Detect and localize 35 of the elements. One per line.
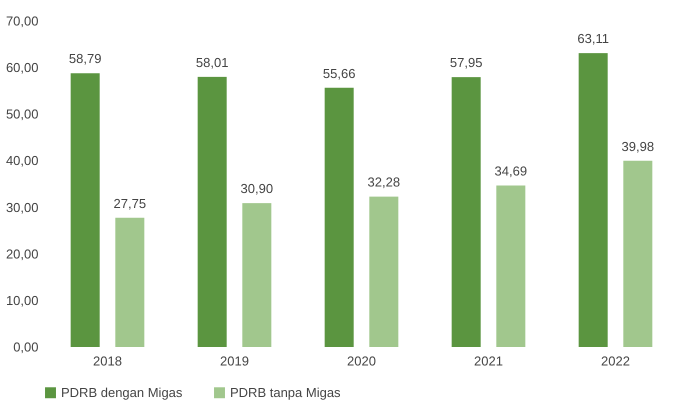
bar: [70, 73, 100, 347]
y-tick-label: 70,00: [6, 14, 38, 28]
legend-label: PDRB tanpa Migas: [230, 384, 342, 400]
data-label: 55,66: [322, 66, 356, 81]
x-tick-label: 2020: [347, 354, 376, 368]
data-label: 27,75: [114, 196, 146, 211]
bar: [623, 160, 652, 347]
y-tick-label: 10,00: [6, 292, 38, 308]
x-tick-label: 2018: [93, 354, 122, 368]
bar: [452, 77, 481, 347]
y-tick-label: 60,00: [6, 60, 38, 76]
legend-label: PDRB dengan Migas: [61, 384, 183, 400]
bar: [369, 196, 398, 347]
data-label: 63,11: [577, 31, 609, 46]
bar: [242, 203, 272, 347]
data-label: 58,79: [68, 51, 102, 66]
data-label: 58,01: [196, 54, 228, 70]
y-tick-label: 0,00: [13, 340, 38, 354]
bar: [198, 76, 227, 347]
y-tick-label: 20,00: [6, 246, 38, 262]
data-label: 57,95: [450, 55, 482, 70]
data-label: 34,69: [494, 163, 528, 178]
x-tick-label: 2022: [601, 354, 630, 368]
x-tick-label: 2019: [220, 354, 249, 368]
y-tick-label: 50,00: [6, 106, 38, 122]
y-tick-label: 40,00: [6, 153, 38, 168]
bar: [578, 53, 608, 347]
bar: [496, 185, 526, 347]
data-label: 39,98: [622, 138, 654, 154]
bar: [115, 218, 144, 347]
bar: [324, 88, 354, 347]
data-label: 30,90: [240, 181, 274, 196]
y-tick-label: 30,00: [6, 200, 38, 215]
data-label: 32,28: [368, 174, 400, 190]
x-tick-label: 2021: [474, 354, 503, 368]
